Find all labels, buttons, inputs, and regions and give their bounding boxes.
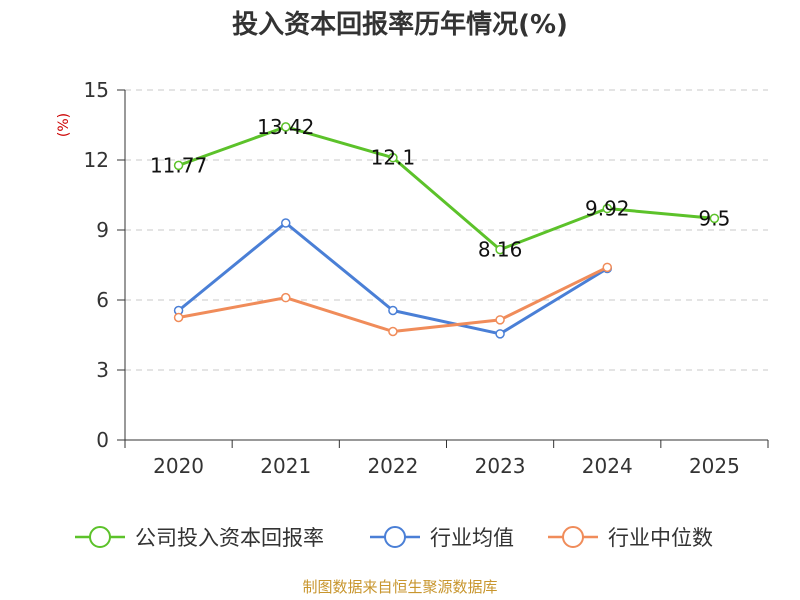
x-tick-label: 2020 [153,454,204,478]
data-labels: 11.77 13.42 12.1 8.16 9.92 9.5 [150,115,730,262]
data-point [388,326,398,337]
data-label: 12.1 [371,146,416,170]
tick-labels: 0 3 6 9 12 15 2020 2021 2022 2023 2024 2025 [84,78,740,478]
x-tick-label: 2021 [260,454,311,478]
source-note: 制图数据来自恒生聚源数据库 [302,578,497,596]
data-label: 13.42 [257,115,314,139]
data-point [495,315,505,325]
x-tick-label: 2024 [582,454,633,478]
legend-label: 行业均值 [430,526,514,550]
x-tick-label: 2022 [367,454,418,478]
data-point [281,292,291,303]
series-line-1 [177,221,609,336]
legend: 公司投入资本回报率 行业均值 行业中位数 [75,526,713,550]
data-label: 11.77 [150,153,207,177]
data-point [281,122,291,132]
data-point [173,160,184,171]
y-tick-label: 6 [96,288,109,312]
legend-marker [89,526,111,548]
y-axis-label: (%) [56,113,72,137]
series-line-0 [178,125,715,252]
data-point [388,152,398,163]
data-point [281,218,291,228]
data-point [602,203,612,214]
x-tick-label: 2025 [689,454,740,478]
y-tick-label: 15 [84,78,109,102]
axes [117,89,769,448]
legend-label: 行业中位数 [608,526,713,550]
y-tick-label: 0 [96,428,109,452]
series-lines [173,122,720,339]
y-tick-label: 12 [84,148,109,172]
legend-label: 公司投入资本回报率 [135,526,324,550]
series-line-2 [178,265,608,333]
data-point [388,305,398,316]
data-point [495,244,505,255]
legend-marker [384,526,406,548]
data-point [173,312,184,323]
data-label: 8.16 [478,238,523,262]
data-label: 9.92 [585,197,630,221]
gridlines [125,89,768,371]
y-tick-label: 9 [96,218,109,242]
data-point [602,262,612,273]
y-tick-label: 3 [96,358,109,382]
data-point [709,213,720,224]
chart-title: 投入资本回报率历年情况(%) [232,9,568,40]
data-label: 9.5 [699,206,731,230]
x-tick-label: 2023 [475,454,526,478]
legend-marker [562,526,584,548]
data-point [495,329,505,339]
